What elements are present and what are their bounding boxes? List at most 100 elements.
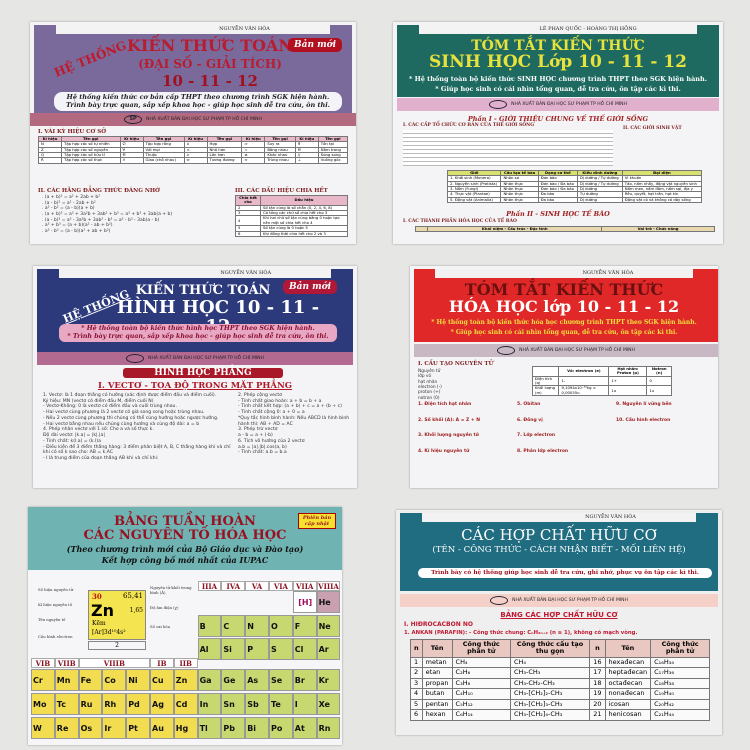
poster-algebra: NGUYỄN VĂN HÒA HỆ THỐNG KIẾN THỨC TOÁN (…: [30, 22, 356, 244]
column-header: Chia hết cho: [235, 195, 261, 206]
grades: 10 - 11 - 12: [162, 72, 258, 90]
publisher-name: NHÀ XUẤT BẢN ĐẠI HỌC SƯ PHẠM TP HỒ CHÍ M…: [511, 102, 627, 107]
table-cell: 6: [410, 709, 423, 721]
element-O: O: [269, 615, 293, 637]
legend-mass: 65,41: [122, 592, 143, 600]
text-line: - Hai vectơ cùng phương là 2 vectơ có gi…: [43, 410, 205, 416]
legend-oxidation: 2: [88, 641, 146, 650]
right-column: 2. Phép cộng vectơ - Tính chất giao hoán:…: [238, 393, 350, 456]
element-Br: Br: [292, 669, 317, 691]
table-cell: 19: [589, 688, 606, 700]
table-cell: ⊥: [294, 157, 319, 164]
title: KIẾN THỨC TOÁN: [135, 283, 271, 298]
element-N: N: [245, 615, 269, 637]
table-row: 2. Nguyên sinh (Protista) Nhân thực Đơn bà…: [446, 180, 703, 188]
note-heading: 6. Đồng vị: [517, 417, 543, 423]
table-cell: 9,1094x10⁻³¹kg ≈ 0,00055u: [558, 385, 610, 397]
table-cell: Giao (chỗ nhau): [142, 157, 185, 164]
column-header: Công thức phân tử: [451, 639, 511, 658]
text-block: [403, 130, 613, 166]
table-cell: C₃H₈: [451, 677, 511, 690]
note-heading: 9. Nguyên lí vững bền: [616, 402, 672, 407]
note-heading: 2. Số khối (A): A = Z + N: [418, 417, 480, 423]
table-cell: octađecan: [604, 677, 652, 690]
title: KIẾN THỨC TOÁN: [127, 36, 293, 55]
section-heading: I. CÁC THÀNH PHẦN HÓA HỌC CỦA TẾ BÀO: [403, 219, 517, 224]
table-cell: 1u: [608, 385, 648, 397]
table-cell: C₁₆H₃₄: [650, 656, 710, 669]
header-row: Khái niệm - Cấu trúc - Đặc tính Vai trò -…: [414, 225, 715, 233]
element-Mo: Mo: [31, 693, 55, 715]
atom-label: hạt nhân: [418, 379, 438, 385]
column-header: Tên: [604, 639, 652, 658]
element-Po: Po: [269, 717, 293, 739]
identity: . (a - b)² = a² - 2ab + b²: [42, 200, 96, 206]
header-row: Giới Cấu tạo tế bào Dạng cơ thể Kiểu dinh d…: [446, 169, 703, 177]
author: NGUYỄN VĂN HÒA: [56, 25, 330, 34]
table-cell: 1u: [646, 385, 672, 397]
column-header: Vai trò - Chức năng: [601, 225, 715, 233]
table-cell: CH₃-CH₃: [509, 667, 591, 679]
table-cell: 20: [589, 698, 606, 711]
group-label: IVA: [221, 581, 246, 591]
element-Co: Co: [102, 669, 127, 691]
element-Fe: Fe: [78, 669, 103, 691]
element-Cl: Cl: [292, 638, 317, 660]
section-heading: I. CẤU TẠO NGUYÊN TỬ: [418, 361, 494, 367]
table-row: R Tập hợp các số thực ∩ Giao (chỗ nhau) ⇔ Tươ…: [38, 157, 349, 164]
table-row: 5. Động vật (Animalia) Nhân thực Đa bào Dị …: [446, 196, 703, 204]
updated-badge: Phiên bản cập nhật: [298, 513, 336, 529]
table-row: 2 etan C₂H₆ CH₃-CH₃ 17 heptađecan C₁₇H₃₆: [410, 667, 710, 679]
table-row: 4 butan C₄H₁₀ CH₃-[CH₂]₂-CH₃ 19 nonađecan C₁₉H…: [410, 688, 710, 700]
note-heading: 1. Điện tích hạt nhân: [418, 402, 472, 407]
section-heading: III. CÁC DẤU HIỆU CHIA HẾT: [235, 188, 328, 194]
table-cell: C₂₁H₄₄: [650, 709, 710, 721]
text-line: - Tính chất: a.b = b.a: [238, 450, 287, 456]
publisher: SP NHÀ XUẤT BẢN ĐẠI HỌC SƯ PHẠM TP HỒ CHÍ…: [30, 113, 356, 126]
table-cell: metan: [421, 656, 453, 669]
publisher: NHÀ XUẤT BẢN ĐẠI HỌC SƯ PHẠM TP HỒ CHÍ M…: [37, 352, 353, 365]
notes: 1. Điện tích hạt nhân 2. Số khối (A): A =…: [418, 402, 710, 455]
element-Tl: Tl: [197, 717, 222, 739]
desc-line: * Hệ thống toàn bộ kiến thức SINH HỌC ch…: [408, 75, 708, 83]
element-Zn: Zn: [173, 669, 198, 691]
element-Ga: Ga: [197, 669, 222, 691]
title-line-1: CÁC HỢP CHẤT HỮU CƠ: [461, 526, 657, 544]
element-Ar: Ar: [316, 638, 341, 660]
atom-label: lớp vỏ: [418, 374, 432, 380]
text-line: - Tính chất cộng 0: a + 0 = a: [238, 410, 305, 416]
table-cell: 16: [589, 656, 606, 669]
element-F: F: [292, 615, 317, 637]
table-cell: 1+: [608, 375, 648, 387]
table-row: 6 hexan C₆H₁₄ CH₃-[CH₂]₄-CH₃ 21 henicosan C₂₁H…: [410, 709, 710, 721]
publisher-name: NHÀ XUẤT BẢN ĐẠI HỌC SƯ PHẠM TP HỒ CHÍ M…: [512, 598, 628, 603]
element-Tc: Tc: [54, 693, 79, 715]
element-Pb: Pb: [221, 717, 246, 739]
text-line: Độ dài vectơ: |k.a| = |k|.|a|: [43, 433, 105, 439]
element-P: P: [245, 638, 269, 660]
table-cell: Dị dưỡng: [576, 196, 623, 204]
column-header: [531, 366, 560, 377]
section-heading: I. HIĐROCACBON NO: [404, 621, 473, 628]
identity: . (a - b)³ = a³ - 3a²b + 3ab² - b³ = a³ …: [42, 217, 160, 223]
legend-number: 30: [92, 592, 102, 601]
table-cell: nonađecan: [604, 688, 652, 700]
table-cell: C₅H₁₂: [451, 698, 511, 711]
legend-label: Kí hiệu nguyên tố: [38, 602, 73, 607]
column-header: Công thức cấu tạo thu gọn: [509, 639, 591, 658]
legend-label: Số oxi hóa: [150, 624, 170, 629]
publisher: NHÀ XUẤT BẢN ĐẠI HỌC SƯ PHẠM TP HỒ CHÍ M…: [400, 594, 718, 607]
title-line-1: TÓM TẮT KIẾN THỨC: [471, 38, 645, 54]
identity: . a³ - b³ = (a - b)(a² + ab + b²): [42, 228, 111, 234]
element-Bi: Bi: [245, 717, 269, 739]
identity: . a² - b² = (a - b)(a + b): [42, 206, 95, 212]
text-line: a - b = a + (-b): [238, 433, 273, 439]
element-C: C: [221, 615, 246, 637]
element-I: I: [292, 693, 317, 715]
column-header: Dấu hiệu: [259, 195, 349, 206]
desc-line: * Trình bày trực quan, sắp xếp khoa học …: [67, 333, 329, 341]
column-header: [414, 225, 429, 233]
table-cell: Tập hợp các số thực: [61, 157, 121, 164]
element-Ni: Ni: [126, 669, 150, 691]
element-Hg: Hg: [173, 717, 198, 739]
